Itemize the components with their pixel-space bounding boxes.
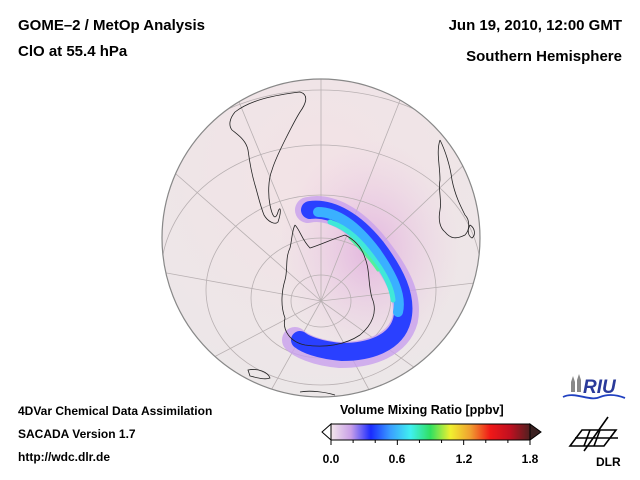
riu-logo-text: RIU: [583, 377, 617, 398]
footer-version: SACADA Version 1.7: [18, 427, 136, 441]
footer-url[interactable]: http://wdc.dlr.de: [18, 450, 110, 464]
title-hemisphere: Southern Hemisphere: [466, 48, 622, 65]
colorbar-tick-label: 0.0: [322, 452, 340, 466]
colorbar-over-triangle: [529, 423, 542, 441]
river-wave-icon: [562, 394, 626, 400]
colorbar-tick-label: 1.8: [521, 452, 539, 466]
dlr-logo-text: DLR: [596, 455, 621, 469]
dlr-logo: DLR: [568, 416, 621, 469]
globe-outline: [161, 78, 481, 398]
title-instrument: GOME–2 / MetOp Analysis: [18, 17, 205, 34]
africa-outline: [437, 139, 470, 239]
south-america-outline: [229, 91, 307, 224]
antarctica-outline: [281, 224, 375, 347]
title-datetime: Jun 19, 2010, 12:00 GMT: [448, 17, 622, 34]
australia-outline: [247, 369, 271, 380]
colorbar-title: Volume Mixing Ratio [ppbv]: [340, 403, 504, 417]
new-zealand-outline: [299, 390, 336, 396]
footer-method: 4DVar Chemical Data Assimilation: [18, 404, 213, 418]
colorbar-tick-label: 1.2: [455, 452, 473, 466]
title-species-level: ClO at 55.4 hPa: [18, 43, 128, 60]
cathedral-icon: [571, 376, 575, 392]
madagascar-outline: [467, 224, 475, 239]
dlr-emblem-icon: [568, 416, 618, 452]
colorbar-ticks: [330, 440, 531, 445]
riu-logo: RIU: [562, 374, 626, 400]
clo-filament: [282, 196, 419, 369]
coastlines: [229, 91, 475, 396]
colorbar-tick-label: 0.6: [388, 452, 406, 466]
